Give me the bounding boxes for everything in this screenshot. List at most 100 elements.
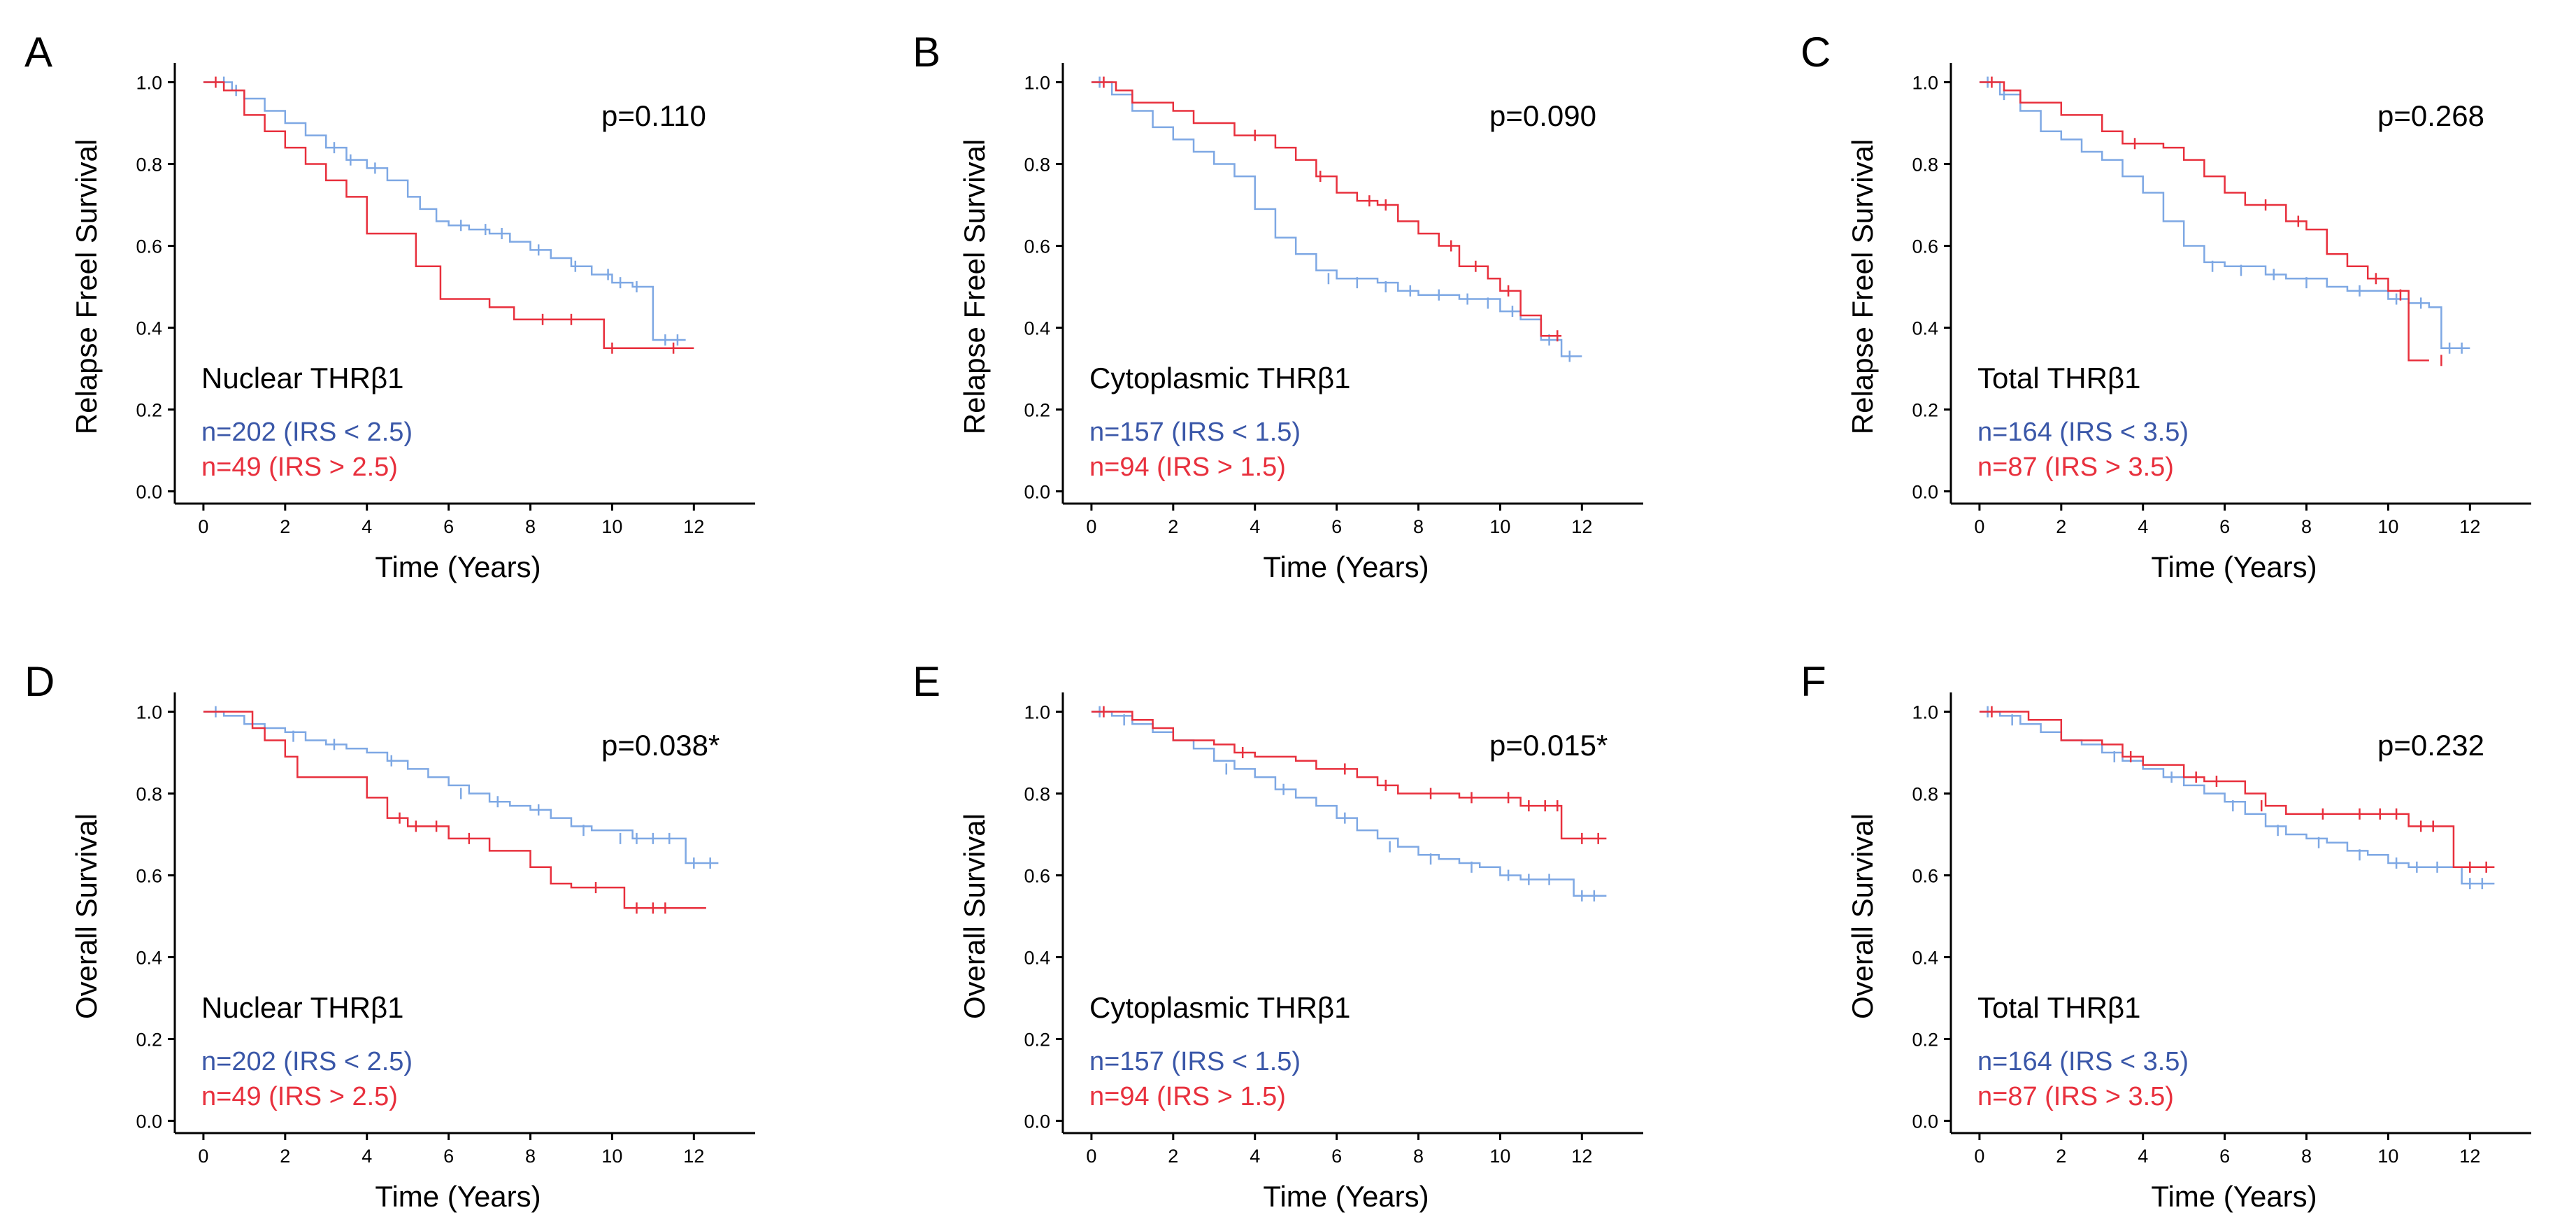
- x-tick-label: 0: [1086, 516, 1096, 537]
- p-value-label: p=0.038*: [601, 729, 720, 762]
- x-tick-label: 2: [1168, 516, 1178, 537]
- y-tick-label: 0.6: [1912, 236, 1938, 257]
- x-tick-label: 12: [1571, 1146, 1592, 1167]
- x-tick-label: 12: [1571, 516, 1592, 537]
- y-tick-label: 0.0: [1912, 481, 1938, 502]
- km-curve-low: [203, 711, 719, 864]
- y-tick-label: 0.6: [1024, 236, 1050, 257]
- x-tick-label: 0: [198, 516, 208, 537]
- x-tick-label: 10: [2377, 1146, 2398, 1167]
- x-tick-label: 4: [362, 1146, 372, 1167]
- x-tick-label: 0: [198, 1146, 208, 1167]
- km-panel-d: D 0.0 0.2 0.4 0.6 0.8 1.0 0 2 4 6 8 10 12 Time (Years)…: [24, 658, 755, 1213]
- p-value-label: p=0.268: [2377, 99, 2484, 132]
- x-axis-title: Time (Years): [2151, 550, 2317, 583]
- x-tick-label: 4: [1250, 516, 1260, 537]
- y-tick-label: 0.4: [1024, 318, 1050, 339]
- km-curve-low: [203, 81, 686, 341]
- x-tick-label: 8: [2301, 516, 2312, 537]
- panel-letter: F: [1801, 658, 1826, 705]
- x-tick-label: 2: [280, 516, 290, 537]
- x-axis-title: Time (Years): [2151, 1180, 2317, 1213]
- x-tick-label: 2: [280, 1146, 290, 1167]
- y-tick-label: 0.8: [1024, 784, 1050, 805]
- x-tick-label: 2: [2056, 1146, 2066, 1167]
- x-tick-label: 8: [1413, 516, 1424, 537]
- x-tick-label: 10: [601, 516, 622, 537]
- y-tick-label: 0.0: [1912, 1111, 1938, 1132]
- km-panel-a: A 0.0 0.2 0.4 0.6 0.8 1.0 0 2 4 6 8 10 12 Time (Years)…: [24, 29, 755, 583]
- x-tick-label: 12: [2459, 1146, 2480, 1167]
- y-tick-label: 0.0: [1024, 481, 1050, 502]
- marker-label: Nuclear THRβ1: [201, 362, 403, 394]
- y-tick-label: 0.6: [1024, 866, 1050, 887]
- legend-entry-high: n=87 (IRS > 3.5): [1977, 453, 2174, 482]
- y-axis-title: Relapse Freel Survival: [1846, 139, 1879, 435]
- p-value-label: p=0.110: [601, 99, 706, 132]
- y-tick-label: 1.0: [1912, 73, 1938, 94]
- legend-entry-high: n=94 (IRS > 1.5): [1089, 1082, 1286, 1111]
- x-axis-title: Time (Years): [1263, 550, 1429, 583]
- x-tick-label: 6: [1331, 1146, 1342, 1167]
- y-tick-label: 0.6: [1912, 866, 1938, 887]
- km-panel-b: B 0.0 0.2 0.4 0.6 0.8 1.0 0 2 4 6 8 10 12 Time (Years)…: [913, 29, 1643, 583]
- y-tick-label: 0.8: [1912, 155, 1938, 176]
- x-tick-label: 2: [2056, 516, 2066, 537]
- marker-label: Nuclear THRβ1: [201, 991, 403, 1024]
- y-tick-label: 0.4: [1024, 947, 1050, 968]
- legend-entry-low: n=164 (IRS < 3.5): [1977, 1047, 2189, 1076]
- y-tick-label: 0.6: [136, 866, 162, 887]
- y-tick-label: 0.8: [1024, 155, 1050, 176]
- x-tick-label: 12: [683, 1146, 704, 1167]
- y-tick-label: 0.8: [1912, 784, 1938, 805]
- x-tick-label: 10: [601, 1146, 622, 1167]
- x-tick-label: 10: [1489, 1146, 1510, 1167]
- km-panel-c: C 0.0 0.2 0.4 0.6 0.8 1.0 0 2 4 6 8 10 12 Time (Years)…: [1801, 29, 2531, 583]
- y-tick-label: 0.4: [136, 947, 162, 968]
- y-tick-label: 0.0: [1024, 1111, 1050, 1132]
- x-tick-label: 10: [1489, 516, 1510, 537]
- y-tick-label: 0.2: [136, 399, 162, 420]
- y-tick-label: 1.0: [1024, 702, 1050, 723]
- y-tick-label: 0.4: [1912, 318, 1938, 339]
- legend-entry-low: n=164 (IRS < 3.5): [1977, 418, 2189, 447]
- panel-letter: A: [24, 29, 52, 76]
- y-tick-label: 0.2: [1024, 1029, 1050, 1050]
- x-tick-label: 0: [1086, 1146, 1096, 1167]
- x-axis-title: Time (Years): [375, 550, 541, 583]
- legend-entry-low: n=202 (IRS < 2.5): [201, 418, 413, 447]
- panel-letter: C: [1801, 29, 1831, 76]
- marker-label: Total THRβ1: [1977, 991, 2140, 1024]
- km-curve-high: [203, 711, 706, 909]
- x-tick-label: 8: [525, 516, 536, 537]
- y-axis-title: Overall Survival: [1846, 813, 1879, 1019]
- x-tick-label: 6: [443, 1146, 454, 1167]
- x-tick-label: 6: [1331, 516, 1342, 537]
- legend-entry-low: n=157 (IRS < 1.5): [1089, 418, 1301, 447]
- p-value-label: p=0.015*: [1489, 729, 1608, 762]
- legend-entry-high: n=94 (IRS > 1.5): [1089, 453, 1286, 482]
- x-tick-label: 8: [1413, 1146, 1424, 1167]
- x-tick-label: 4: [362, 516, 372, 537]
- x-tick-label: 6: [2219, 1146, 2230, 1167]
- y-axis-title: Relapse Freel Survival: [70, 139, 103, 435]
- x-tick-label: 12: [683, 516, 704, 537]
- y-tick-label: 0.4: [1912, 947, 1938, 968]
- panel-letter: D: [24, 658, 55, 705]
- y-tick-label: 0.8: [136, 784, 162, 805]
- marker-label: Total THRβ1: [1977, 362, 2140, 394]
- km-curve-high: [1979, 81, 2429, 362]
- y-axis-title: Overall Survival: [70, 813, 103, 1019]
- y-tick-label: 0.6: [136, 236, 162, 257]
- y-tick-label: 0.2: [1912, 1029, 1938, 1050]
- x-axis-title: Time (Years): [1263, 1180, 1429, 1213]
- x-tick-label: 12: [2459, 516, 2480, 537]
- km-curve-low: [1091, 81, 1582, 357]
- legend-entry-low: n=157 (IRS < 1.5): [1089, 1047, 1301, 1076]
- y-tick-label: 1.0: [136, 73, 162, 94]
- y-tick-label: 1.0: [1912, 702, 1938, 723]
- x-tick-label: 6: [2219, 516, 2230, 537]
- x-tick-label: 4: [1250, 1146, 1260, 1167]
- legend-entry-high: n=87 (IRS > 3.5): [1977, 1082, 2174, 1111]
- y-tick-label: 0.0: [136, 1111, 162, 1132]
